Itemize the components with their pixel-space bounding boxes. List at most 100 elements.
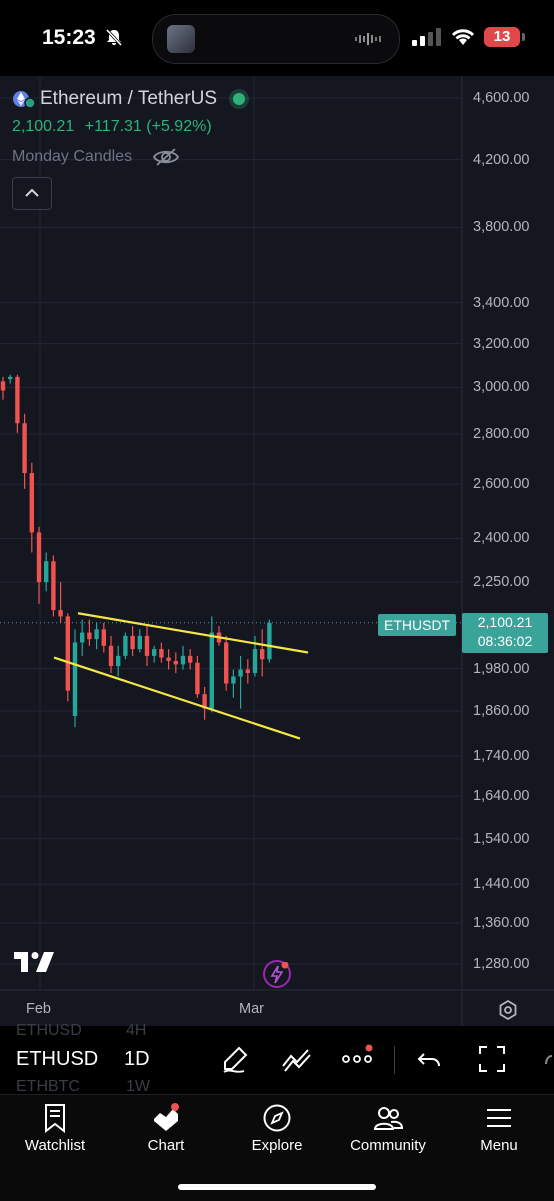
candle-body (44, 561, 49, 583)
tab-watchlist-label: Watchlist (24, 1137, 86, 1154)
candle-body (80, 632, 85, 643)
chart-area[interactable] (0, 76, 554, 1026)
tab-chart[interactable]: Chart (111, 1095, 221, 1175)
more-options-icon[interactable] (342, 1044, 376, 1074)
eye-hidden-icon[interactable] (152, 146, 180, 168)
picker-next-interval: 1W (126, 1078, 150, 1095)
candle-body (252, 649, 258, 674)
picker-prev-symbol: ETHUSD (16, 1022, 82, 1039)
line-tools-icon[interactable] (280, 1044, 312, 1074)
overflow-partial-icon[interactable] (542, 1044, 554, 1074)
picker-prev-interval: 4H (126, 1022, 147, 1039)
tab-watchlist[interactable]: Watchlist (0, 1095, 110, 1175)
tab-menu-label: Menu (480, 1137, 518, 1154)
candle-body (260, 649, 265, 660)
price-axis-label: 2,250.00 (473, 574, 530, 591)
candle-body (8, 376, 13, 380)
price-axis-label: 4,600.00 (473, 90, 530, 106)
dynamic-island[interactable] (152, 14, 400, 64)
price-axis-label: 1,440.00 (473, 876, 530, 893)
chart-background (0, 76, 554, 1026)
trendline-lower (53, 656, 301, 740)
candle-body (58, 610, 63, 617)
candle-countdown: 08:36:02 (477, 633, 533, 649)
symbol-price-tag: ETHUSDT (378, 614, 457, 636)
chart-settings-icon[interactable] (496, 998, 520, 1022)
candle-body (0, 381, 6, 391)
tab-explore-label: Explore (251, 1137, 303, 1154)
x-axis-label-mar: Mar (239, 1001, 264, 1017)
price-axis-label: 1,860.00 (473, 702, 530, 719)
tab-menu[interactable]: Menu (444, 1095, 554, 1175)
candle-body (173, 660, 178, 665)
candle-body (144, 635, 150, 656)
status-bar: 15:23 13 (0, 0, 554, 76)
candle-body (123, 635, 128, 656)
chart-legend: Ethereum / TetherUS 2,100.21 +117.31 (+5… (12, 88, 246, 168)
candle-body (29, 473, 34, 533)
chart-icon (154, 1103, 179, 1131)
tab-explore[interactable]: Explore (222, 1095, 332, 1175)
candle-body (209, 632, 214, 709)
toolbar-divider (394, 1046, 395, 1074)
price-axis-label: 1,980.00 (473, 660, 530, 677)
battery-nub (522, 33, 525, 41)
candle-body (108, 645, 114, 667)
candle-body (116, 655, 121, 667)
last-price: 2,100.21 (12, 118, 75, 135)
current-price-marker: 2,100.21 08:36:02 (462, 613, 548, 653)
candle-body (72, 642, 78, 717)
price-axis-label: 1,540.00 (473, 830, 530, 847)
fullscreen-icon[interactable] (478, 1044, 506, 1074)
candle-body (238, 669, 243, 677)
candle-body (130, 635, 135, 650)
candle-body (22, 423, 27, 474)
x-axis-label-feb: Feb (26, 1001, 51, 1017)
candle-body (166, 657, 171, 661)
price-axis-label: 1,640.00 (473, 788, 530, 805)
candle-body (101, 629, 106, 646)
tab-community[interactable]: Community (333, 1095, 443, 1175)
candle-body (65, 616, 70, 691)
status-time: 15:23 (42, 26, 96, 49)
candle-body (231, 676, 236, 684)
price-axis-label: 1,360.00 (473, 914, 530, 931)
price-axis-label: 1,740.00 (473, 748, 530, 765)
candle-body (36, 532, 42, 583)
bell-muted-icon (105, 28, 123, 47)
tradingview-logo[interactable] (14, 950, 56, 974)
symbol-title[interactable]: Ethereum / TetherUS (40, 88, 218, 109)
battery-level: 13 (484, 27, 520, 47)
candle-body (94, 629, 99, 640)
collapse-legend-button[interactable] (12, 177, 52, 210)
price-axis-label: 2,600.00 (473, 476, 530, 493)
lightning-icon (270, 961, 289, 984)
undo-icon[interactable] (416, 1044, 444, 1074)
candle-body (245, 669, 250, 674)
people-icon (373, 1107, 403, 1130)
price-axis-label: 2,400.00 (473, 530, 530, 547)
hamburger-icon (487, 1109, 511, 1127)
current-price: 2,100.21 (477, 614, 533, 630)
candle-body (188, 655, 193, 663)
candle-body (152, 649, 157, 656)
wifi-icon (451, 29, 475, 45)
interval-picker[interactable]: 1D (124, 1048, 150, 1070)
audio-wave-icon (355, 33, 381, 45)
bookmark-icon (45, 1104, 65, 1133)
picker-next-symbol: ETHBTC (16, 1078, 80, 1095)
ethereum-logo-icon (13, 91, 36, 109)
price-axis-label: 3,200.00 (473, 335, 530, 352)
candle-body (267, 622, 272, 660)
tab-community-label: Community (350, 1137, 426, 1154)
candle-body (15, 376, 20, 424)
cellular-signal-icon (412, 28, 441, 46)
market-open-indicator (233, 93, 246, 105)
series-label: Monday Candles (12, 148, 133, 165)
candle-body (202, 694, 207, 709)
symbol-picker[interactable]: ETHUSD (16, 1048, 99, 1070)
candlestick-chart[interactable] (0, 76, 554, 1026)
quick-actions-button[interactable] (263, 960, 291, 988)
pen-drawing-icon[interactable] (220, 1044, 250, 1074)
candle-body (224, 642, 229, 684)
